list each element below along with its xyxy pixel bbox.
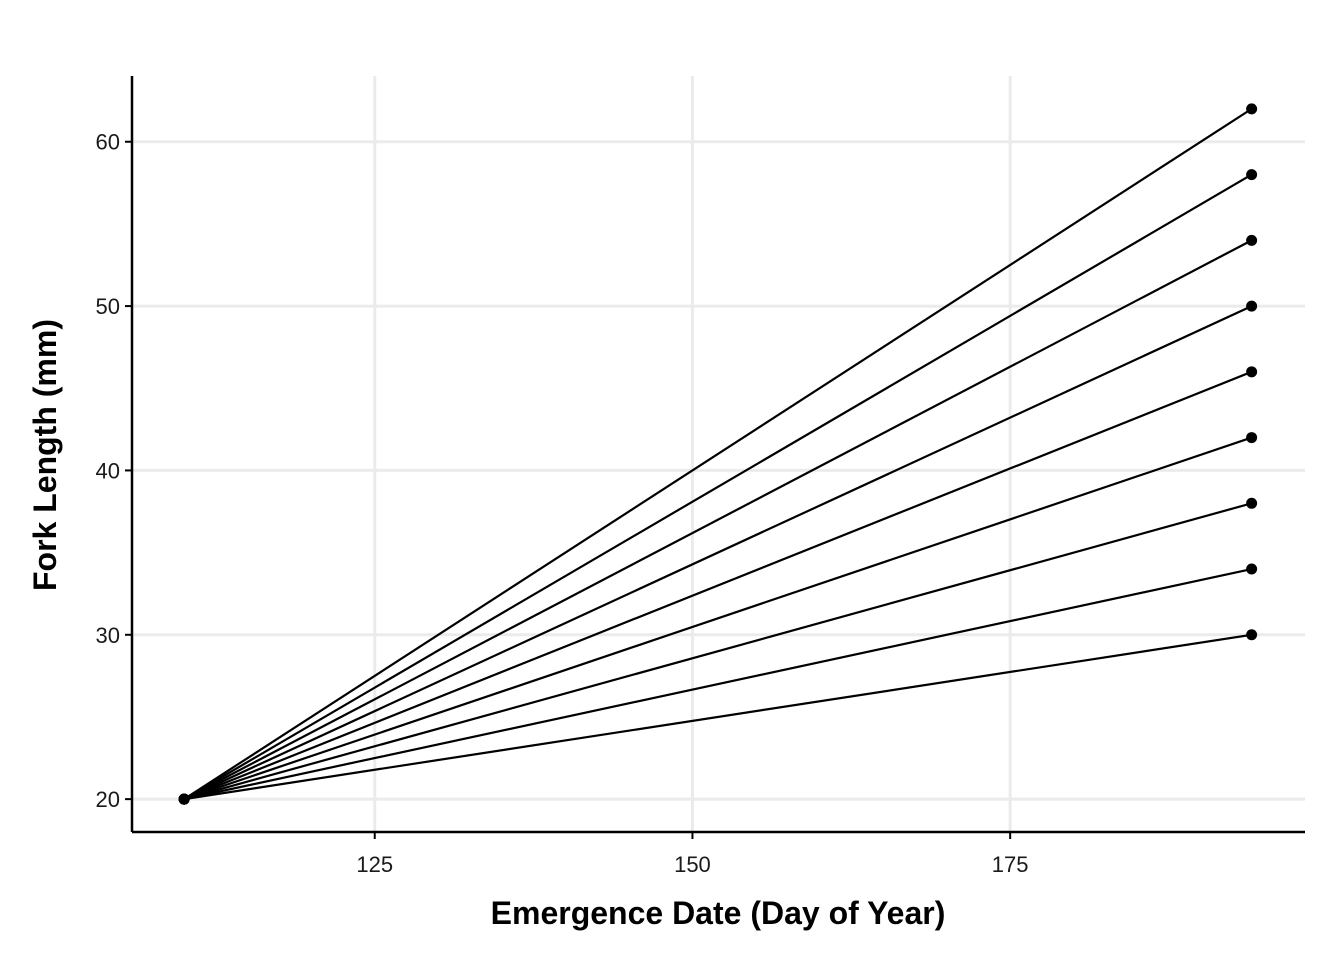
series-line-1 xyxy=(183,633,1252,801)
y-tick-label: 30 xyxy=(96,623,120,648)
x-tick-label: 125 xyxy=(356,852,393,877)
x-tick-label: 150 xyxy=(674,852,711,877)
series-line-7 xyxy=(183,239,1253,801)
x-tick-label: 175 xyxy=(992,852,1029,877)
grid-lines xyxy=(132,76,1305,832)
data-point xyxy=(1246,169,1258,181)
data-point xyxy=(1246,234,1258,246)
data-point xyxy=(1246,300,1258,312)
data-point xyxy=(1246,629,1258,641)
data-point xyxy=(1246,366,1258,378)
series-line-6 xyxy=(183,305,1253,801)
y-tick-label: 60 xyxy=(96,130,120,155)
y-tick-label: 40 xyxy=(96,458,120,483)
y-tick-label: 20 xyxy=(96,787,120,812)
series-line-3 xyxy=(183,502,1252,801)
x-axis-title: Emergence Date (Day of Year) xyxy=(491,895,946,931)
series-line-2 xyxy=(183,567,1252,801)
series-line-5 xyxy=(183,370,1253,801)
series-line-4 xyxy=(183,436,1252,801)
data-point xyxy=(1246,497,1258,509)
data-point xyxy=(1246,563,1258,575)
data-point xyxy=(178,793,190,805)
data-points xyxy=(178,103,1258,805)
series-line-8 xyxy=(183,173,1253,801)
y-axis-title: Fork Length (mm) xyxy=(27,319,63,591)
axes xyxy=(125,76,1305,839)
series-lines xyxy=(183,107,1253,801)
tick-labels: 125 150 175 20 30 40 50 60 xyxy=(96,130,1029,877)
data-point xyxy=(1246,103,1258,115)
series-line-9 xyxy=(183,107,1253,801)
data-point xyxy=(1246,432,1258,444)
y-tick-label: 50 xyxy=(96,294,120,319)
